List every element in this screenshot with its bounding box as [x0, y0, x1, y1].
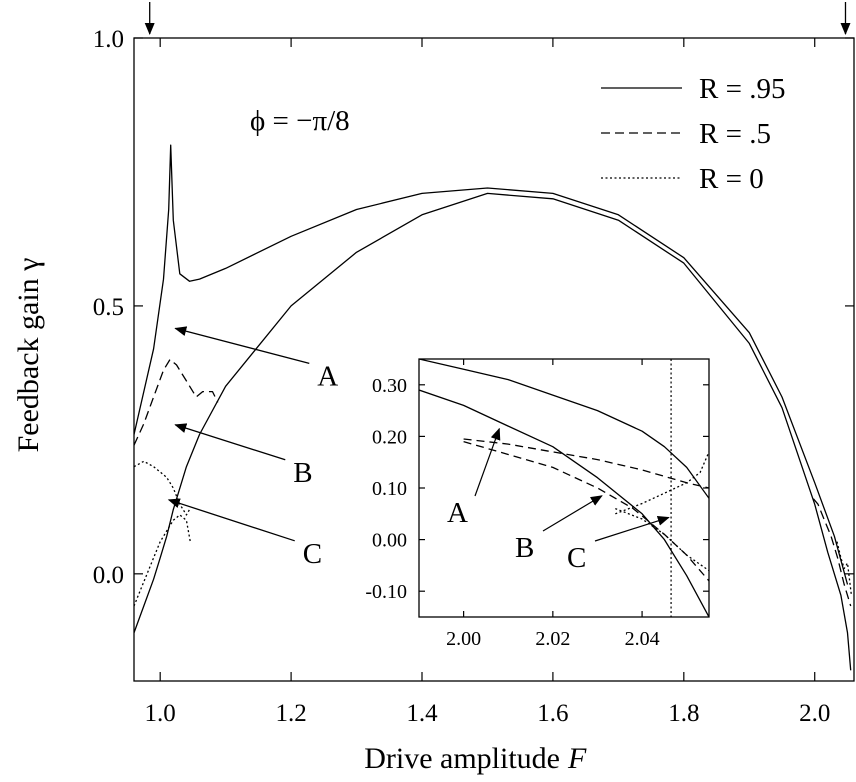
main-x-tick-label: 2.0: [799, 700, 830, 727]
inset-series-solid-line: [419, 359, 709, 499]
inset-series-dotted-line: [615, 451, 709, 515]
label-arrow: [174, 423, 286, 461]
main-y-tick-label: 1.0: [93, 26, 124, 53]
main-annotations: A B C: [167, 326, 338, 570]
inset-y-tick-label: 0.10: [372, 478, 407, 500]
point-label-b: B: [293, 457, 312, 489]
legend-label: R = 0: [699, 163, 764, 195]
inset-y-tick-label: -0.10: [365, 581, 407, 603]
legend: R = .95 R = .5 R = 0: [601, 73, 785, 195]
inset-label-arrow: [594, 515, 670, 542]
point-label-c: C: [303, 538, 322, 570]
inset-point-label-c: C: [567, 542, 586, 574]
inset-point-label-a: A: [447, 497, 468, 529]
main-series-dashed-line: [134, 358, 219, 446]
inset-series-dotted-line: [615, 507, 709, 572]
inset-x-tick-label: 2.02: [535, 628, 570, 650]
y-axis-label: Feedback gain γ: [12, 258, 45, 453]
main-y-tick-label: 0.0: [93, 562, 124, 589]
main-x-tick-label: 1.2: [275, 700, 306, 727]
main-series-solid-line: [134, 192, 852, 671]
label-arrow: [167, 498, 295, 542]
point-label-a: A: [317, 360, 338, 392]
inset-frame: [418, 358, 710, 618]
inset-plot: 2.00 2.02 2.04 0.30 0.20 0.10 0.00 -0.10 A B C: [365, 358, 710, 650]
inset-label-arrow: [474, 427, 501, 497]
main-series-dotted-line: [836, 541, 853, 596]
main-x-tick-label: 1.0: [145, 700, 176, 727]
inset-x-tick-label: 2.04: [625, 628, 660, 650]
main-x-tick-label: 1.8: [668, 700, 699, 727]
main-series-solid-line: [134, 144, 849, 585]
main-series-dashed-line: [812, 498, 852, 607]
inset-label-arrow: [542, 495, 603, 532]
main-y-tick-label: 0.5: [93, 294, 124, 321]
legend-label: R = .95: [699, 73, 785, 105]
inset-y-tick-label: 0.20: [372, 426, 407, 448]
inset-x-tick-label: 2.00: [446, 628, 481, 650]
label-arrow: [174, 326, 310, 364]
inset-y-tick-label: 0.00: [372, 530, 407, 552]
main-x-tick-label: 1.6: [537, 700, 568, 727]
inset-point-label-b: B: [515, 532, 534, 564]
x-axis-label: Drive amplitude: [364, 742, 560, 775]
inset-series-solid-line: [419, 389, 709, 617]
main-x-tick-label: 1.4: [406, 700, 438, 727]
x-axis-variable: F: [567, 742, 587, 775]
main-series-dotted-line: [134, 460, 191, 516]
inset-y-tick-label: 0.30: [372, 375, 407, 397]
legend-label: R = .5: [699, 118, 771, 150]
phi-annotation: ϕ = −π/8: [250, 105, 350, 137]
